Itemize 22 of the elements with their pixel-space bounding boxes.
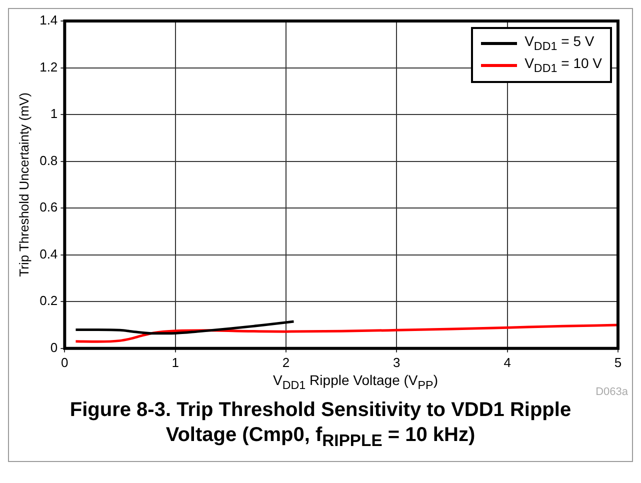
y-tick-label: 1.2	[40, 59, 58, 74]
y-tick-label: 0.6	[40, 200, 58, 215]
y-tick-label: 0.2	[40, 293, 58, 308]
x-tick-label: 3	[393, 354, 400, 370]
y-axis-title: Trip Threshold Uncertainty (mV)	[16, 92, 32, 277]
y-tick-label: 1.4	[40, 12, 58, 28]
x-tick-label: 5	[614, 354, 622, 370]
text: Figure 8-3. Trip Threshold Sensitivity to VDD1 Ripple Voltage (Cmp0, f$_{RIPPLE}$ = 10 kHz)	[68, 398, 572, 452]
line-series	[74, 324, 618, 343]
x-tick-label: 0	[61, 354, 68, 370]
legend-label: V$_{DD1}$ = 10 V	[524, 54, 602, 77]
y-tick-label: 0.4	[40, 246, 58, 262]
legend-label: V$_{DD1}$ = 5 V	[524, 33, 594, 55]
x-tick-label: 4	[504, 354, 511, 370]
line-series	[74, 320, 295, 335]
y-tick-label: 1	[50, 106, 58, 122]
text: D063a	[596, 386, 628, 398]
x-axis-title: V$_{DD1}$ Ripple Voltage (V$_{PP}$)	[273, 372, 438, 392]
x-tick-label: 1	[172, 354, 179, 370]
y-tick-label: 0	[50, 340, 58, 355]
x-tick-label: 2	[282, 354, 290, 370]
y-tick-label: 0.8	[40, 152, 58, 168]
